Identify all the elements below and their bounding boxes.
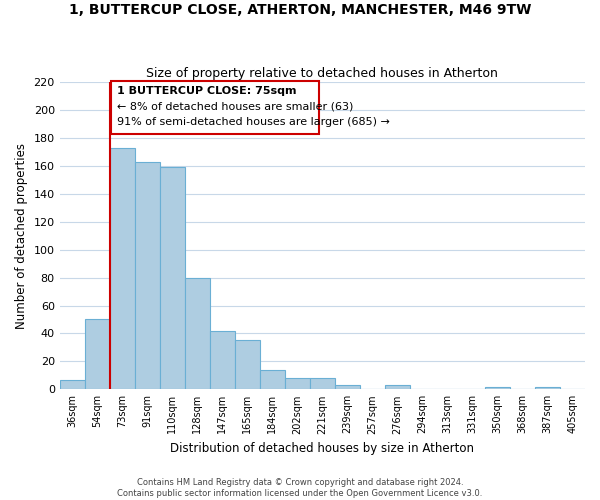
Text: Contains HM Land Registry data © Crown copyright and database right 2024.
Contai: Contains HM Land Registry data © Crown c… [118,478,482,498]
Text: 1 BUTTERCUP CLOSE: 75sqm: 1 BUTTERCUP CLOSE: 75sqm [117,86,297,96]
Bar [59,380,85,390]
Bar [235,340,260,390]
Bar [85,320,110,390]
Bar [210,330,235,390]
Bar [260,370,285,390]
Bar [485,386,510,390]
FancyBboxPatch shape [111,80,319,134]
Y-axis label: Number of detached properties: Number of detached properties [15,142,28,328]
Bar [285,378,310,390]
Bar [310,378,335,390]
Bar [385,385,410,390]
Bar [185,278,210,390]
Text: 1, BUTTERCUP CLOSE, ATHERTON, MANCHESTER, M46 9TW: 1, BUTTERCUP CLOSE, ATHERTON, MANCHESTER… [69,2,531,16]
Bar [335,385,360,390]
Text: 91% of semi-detached houses are larger (685) →: 91% of semi-detached houses are larger (… [117,117,390,127]
Bar [110,148,135,390]
Bar [535,386,560,390]
Title: Size of property relative to detached houses in Atherton: Size of property relative to detached ho… [146,66,498,80]
Text: ← 8% of detached houses are smaller (63): ← 8% of detached houses are smaller (63) [117,102,353,112]
Bar [160,167,185,390]
X-axis label: Distribution of detached houses by size in Atherton: Distribution of detached houses by size … [170,442,475,455]
Bar [135,162,160,390]
